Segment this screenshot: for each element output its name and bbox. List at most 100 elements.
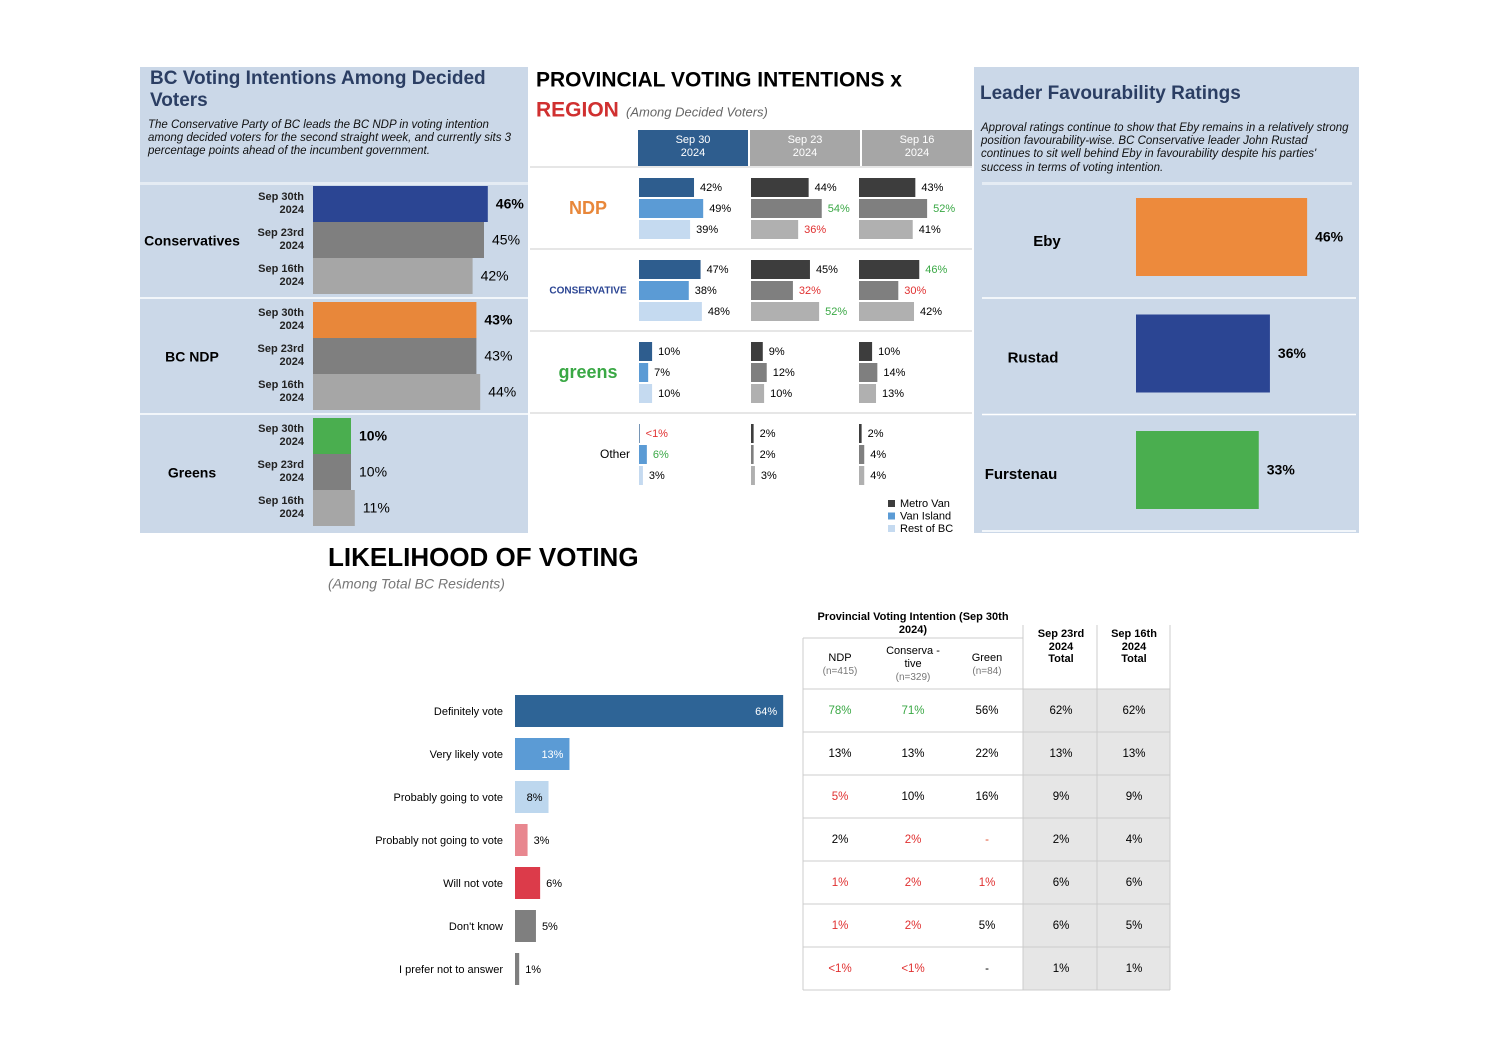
legend-label: Rest of BC xyxy=(900,523,953,535)
bar xyxy=(515,953,520,985)
value-label: 64% xyxy=(755,706,777,718)
table-column-n: (n=415) xyxy=(822,666,858,677)
table-cell: <1% xyxy=(828,963,851,975)
chart-subtitle: Approval ratings continue to show that E… xyxy=(981,122,1349,174)
bar xyxy=(751,384,765,403)
table-column-header: Green xyxy=(971,652,1003,664)
bar xyxy=(639,445,647,464)
series-label: Sep 16th 2024 xyxy=(258,263,304,288)
category-label: Eby xyxy=(1033,233,1061,250)
bar xyxy=(751,260,810,279)
series-label: Sep 30th 2024 xyxy=(258,191,304,216)
table-column-header: Sep 23rd 2024 Total xyxy=(1037,628,1085,666)
legend-swatch xyxy=(888,500,895,507)
value-label: 42% xyxy=(700,182,722,194)
value-label: 45% xyxy=(492,232,520,248)
chart-title: REGION xyxy=(536,99,619,122)
table-cell: 2% xyxy=(905,834,922,846)
value-label: 49% xyxy=(709,203,731,215)
bar xyxy=(639,199,704,218)
chart-title: PROVINCIAL VOTING INTENTIONS x xyxy=(536,69,902,92)
value-label: 2% xyxy=(760,449,776,461)
bar xyxy=(859,199,928,218)
value-label: 43% xyxy=(484,348,512,364)
bar xyxy=(751,342,763,361)
bar xyxy=(859,281,899,300)
row-label: Other xyxy=(600,447,630,461)
value-label: 52% xyxy=(825,306,847,318)
panel-rule xyxy=(982,182,1352,185)
value-label: 5% xyxy=(542,921,558,933)
value-label: 13% xyxy=(882,388,904,400)
value-label: 43% xyxy=(484,312,513,328)
series-label: Sep 16th 2024 xyxy=(258,495,304,520)
value-label: 6% xyxy=(653,449,669,461)
table-column-n: (n=84) xyxy=(972,666,1002,677)
table-cell: 71% xyxy=(901,705,924,717)
category-label: Furstenau xyxy=(985,466,1058,483)
value-label: 38% xyxy=(695,285,717,297)
bar xyxy=(639,384,653,403)
table-cell: <1% xyxy=(901,963,924,975)
table-cell: 9% xyxy=(1126,791,1143,803)
bar xyxy=(751,445,754,464)
category-label: Don't know xyxy=(449,921,503,933)
value-label: 52% xyxy=(933,203,955,215)
value-label: 36% xyxy=(1278,345,1307,361)
bar xyxy=(313,186,488,222)
bar xyxy=(313,490,355,526)
table-cell: 1% xyxy=(1126,963,1143,975)
row-label: greens xyxy=(558,362,617,382)
value-label: 4% xyxy=(870,449,886,461)
value-label: 10% xyxy=(658,388,680,400)
value-label: 46% xyxy=(1315,229,1344,245)
table-cell: 13% xyxy=(1122,748,1145,760)
bar xyxy=(859,384,877,403)
bar xyxy=(751,424,754,443)
category-label: BC NDP xyxy=(165,349,219,365)
value-label: 11% xyxy=(363,500,390,516)
value-label: 10% xyxy=(359,464,387,480)
value-label: 10% xyxy=(770,388,792,400)
bar xyxy=(515,867,541,899)
value-label: 6% xyxy=(546,878,562,890)
category-label: Probably going to vote xyxy=(394,792,503,804)
table-cell: - xyxy=(985,834,989,846)
table-column-header: Sep 16th 2024 Total xyxy=(1111,628,1157,666)
bar xyxy=(751,178,809,197)
table-cell: 6% xyxy=(1053,920,1070,932)
table-cell: 2% xyxy=(905,877,922,889)
bar xyxy=(515,781,549,813)
bar xyxy=(639,342,653,361)
table-column-n: (n=329) xyxy=(895,672,931,683)
value-label: 3% xyxy=(761,470,777,482)
table-cell: 10% xyxy=(901,791,924,803)
bar xyxy=(639,302,702,321)
bar xyxy=(313,338,477,374)
bar xyxy=(859,363,878,382)
table-cell: 4% xyxy=(1126,834,1143,846)
value-label: <1% xyxy=(646,428,669,440)
bar xyxy=(859,178,916,197)
value-label: 41% xyxy=(919,224,941,236)
value-label: 2% xyxy=(868,428,884,440)
series-label: Sep 23rd 2024 xyxy=(257,343,304,368)
series-label: Sep 30th 2024 xyxy=(258,423,304,448)
category-label: I prefer not to answer xyxy=(399,964,503,976)
table-group-header: Provincial Voting Intention (Sep 30th 20… xyxy=(817,611,1009,636)
value-label: 42% xyxy=(920,306,942,318)
value-label: 2% xyxy=(760,428,776,440)
table-cell: 5% xyxy=(832,791,849,803)
bar xyxy=(751,363,767,382)
category-label: Rustad xyxy=(1008,349,1059,366)
category-label: Very likely vote xyxy=(430,749,503,761)
table-cell: 1% xyxy=(1053,963,1070,975)
legend-label: Metro Van xyxy=(900,498,950,510)
value-label: 14% xyxy=(883,367,905,379)
chart-title: Leader Favourability Ratings xyxy=(980,83,1241,104)
column-header xyxy=(638,130,748,166)
bar xyxy=(859,445,865,464)
bar xyxy=(859,466,865,485)
legend-swatch xyxy=(888,512,895,520)
